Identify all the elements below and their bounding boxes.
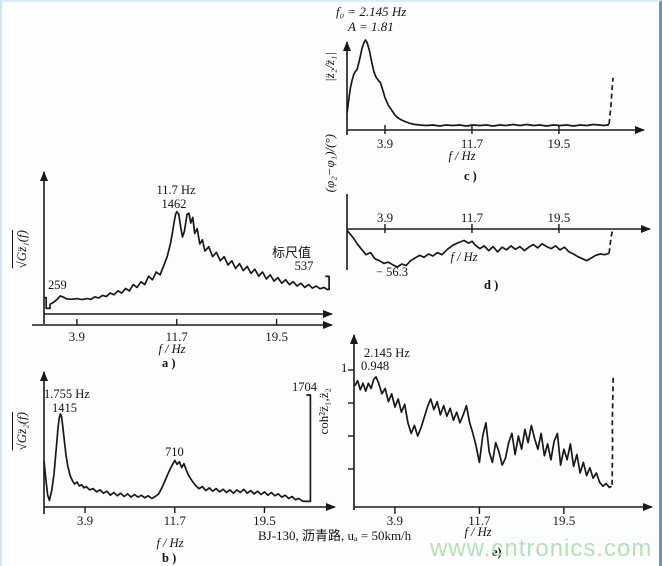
annotation-e-peak-value: 0.948 xyxy=(361,359,390,373)
sublabel-a: a ) xyxy=(162,356,176,370)
annotation-a-peak-value: 1462 xyxy=(161,197,187,211)
curve-c xyxy=(346,39,610,127)
x-axis-label-c: f / Hz xyxy=(448,149,476,163)
x-axis-label-b: f / Hz xyxy=(156,536,184,550)
annotation-a-low-peak: 259 xyxy=(48,278,67,292)
plot-e: 3.9 11.7 19.5 xyxy=(348,334,653,528)
x-tick-label-b: 11.7 xyxy=(164,513,187,528)
x-tick-label-d: 3.9 xyxy=(377,210,393,225)
x-axis-label-e: f / Hz xyxy=(464,525,492,539)
y-tick-label-e-one: 1 xyxy=(341,361,348,375)
y-axis-label-b: √Gz̈₂(f) xyxy=(14,412,29,451)
annotation-a-ruler-value: 537 xyxy=(294,259,314,273)
annotation-d-min: − 56.3 xyxy=(376,265,409,279)
curve-a xyxy=(44,210,330,310)
plot-a: 3.9 11.7 19.5 xyxy=(32,171,333,344)
y-axis-label-d: (φ₂−φ₁)/(°) xyxy=(322,134,337,193)
curve-e-dashed xyxy=(611,376,615,485)
sublabel-b: b ) xyxy=(162,551,177,565)
annotation-c-amplitude: A = 1.81 xyxy=(348,19,394,34)
y-axis-label-e: coh²z̈₁,z̈₂ xyxy=(316,388,331,435)
plot-d: 3.9 11.7 19.5 xyxy=(346,194,651,270)
x-tick-label-b: 19.5 xyxy=(253,513,276,528)
sublabel-c: c ) xyxy=(464,169,477,183)
y-axis-label-a: √Gz̈₁(f) xyxy=(14,230,29,269)
plot-c: 3.9 11.7 19.5 xyxy=(343,39,645,151)
annotation-e-peak-hz: 2.145 Hz xyxy=(364,346,410,360)
annotation-c-f0: f₀ = 2.145 Hz xyxy=(336,4,407,19)
curve-b xyxy=(43,394,312,503)
x-tick-label-d: 19.5 xyxy=(548,210,571,225)
plot-b: 3.9 11.7 19.5 xyxy=(40,371,336,528)
x-axis-label-a: f / Hz xyxy=(158,342,186,356)
x-tick-label-a: 11.7 xyxy=(166,329,189,344)
y-axis-label-c: |z̈₂/z̈₁| xyxy=(322,52,337,82)
x-tick-label-a: 19.5 xyxy=(265,329,288,344)
x-tick-label-c: 3.9 xyxy=(377,136,393,151)
x-tick-label-c: 19.5 xyxy=(548,136,571,151)
x-axis-label-d: f / Hz xyxy=(450,250,478,264)
curve-d-dashed xyxy=(608,230,614,254)
curve-d xyxy=(346,229,610,268)
x-tick-label-e: 3.9 xyxy=(387,513,403,528)
x-tick-label-d: 11.7 xyxy=(461,210,484,225)
curve-c-dashed xyxy=(608,77,614,125)
annotation-a-ruler-label: 标尺值 xyxy=(272,245,312,260)
x-tick-label-c: 11.7 xyxy=(461,136,484,151)
figure-caption: BJ-130, 沥青路, uₐ = 50km/h xyxy=(258,528,412,543)
watermark: www.cntronics.com xyxy=(430,535,653,562)
x-tick-label-a: 3.9 xyxy=(69,329,85,344)
sublabel-e: e) xyxy=(492,545,502,559)
annotation-b-peak-value: 1415 xyxy=(52,401,77,415)
curve-e xyxy=(354,376,612,489)
x-tick-label-e: 19.5 xyxy=(553,513,576,528)
x-tick-label-e: 11.7 xyxy=(468,513,491,528)
annotation-b-peak-hz: 1.755 Hz xyxy=(44,387,90,401)
annotation-b-mid-peak: 710 xyxy=(165,445,184,459)
annotation-b-ruler-value: 1704 xyxy=(292,380,317,394)
x-tick-label-b: 3.9 xyxy=(77,513,93,528)
sublabel-d: d ) xyxy=(484,278,499,292)
annotation-a-peak-hz: 11.7 Hz xyxy=(156,183,196,197)
